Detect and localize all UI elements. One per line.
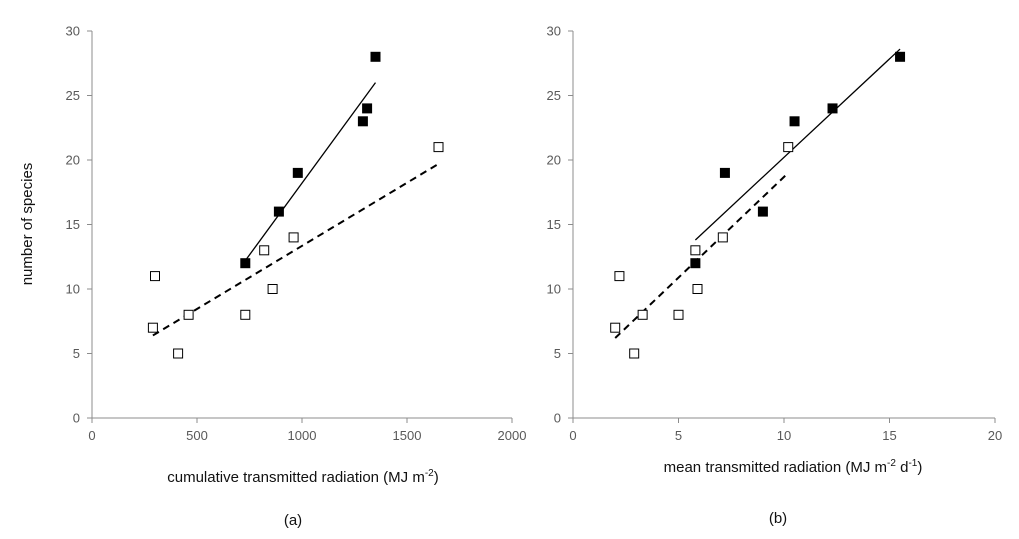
y-tick-label: 10: [66, 282, 80, 297]
open-square-point: [147, 322, 158, 333]
y-tick-label: 15: [547, 217, 561, 232]
open-square-point: [288, 232, 299, 243]
open-square-point: [614, 271, 625, 282]
y-tick-label: 30: [66, 24, 80, 39]
filled-square-point: [690, 258, 701, 269]
y-tick-label: 0: [554, 411, 561, 426]
open-square-point: [629, 348, 640, 359]
filled-square-point: [240, 258, 251, 269]
x-tick-label: 0: [569, 428, 576, 443]
x-tick-label: 2000: [498, 428, 527, 443]
open-square-point: [783, 142, 794, 153]
y-tick-label: 20: [66, 153, 80, 168]
dashed-trend-line: [152, 163, 440, 337]
x-axis-title-suffix: ): [434, 469, 439, 486]
x-axis-title-text: mean transmitted radiation (MJ m: [664, 459, 887, 476]
filled-square-point: [273, 206, 284, 217]
x-tick-label: 1000: [288, 428, 317, 443]
y-tick-label: 0: [73, 411, 80, 426]
y-tick-label: 10: [547, 282, 561, 297]
open-square-point: [267, 284, 278, 294]
open-square-point: [717, 232, 728, 243]
y-tick-label: 25: [66, 88, 80, 103]
open-square-point: [173, 348, 184, 359]
solid-trend-line: [694, 48, 901, 241]
open-square-point: [673, 309, 684, 320]
filled-square-point: [719, 167, 730, 178]
x-tick-label: 1500: [393, 428, 422, 443]
filled-square-point: [895, 51, 906, 62]
x-axis-title-superscript: -2: [887, 458, 896, 469]
x-tick-label: 15: [882, 428, 896, 443]
open-square-point: [240, 309, 251, 320]
x-axis-title-superscript: -2: [425, 468, 434, 479]
filled-square-point: [757, 206, 768, 217]
x-axis-title-text: cumulative transmitted radiation (MJ m: [167, 469, 425, 486]
chart-panel-b: 0 5 10 15 20 0 5 10 15 20 25 30 mean transmitted ra…: [547, 24, 1003, 528]
x-tick-label: 20: [988, 428, 1002, 443]
x-axis-title-superscript-2: -1: [908, 458, 917, 469]
x-axis-title-suffix: ): [917, 459, 922, 476]
y-tick-label: 5: [554, 346, 561, 361]
x-axis-title: mean transmitted radiation (MJ m-2 d-1): [664, 458, 923, 476]
filled-square-point: [292, 167, 303, 178]
panel-label-a: (a): [284, 512, 302, 529]
panel-label-b: (b): [769, 510, 787, 527]
solid-trend-line: [244, 82, 377, 262]
open-square-point: [692, 284, 703, 294]
x-tick-label: 500: [186, 428, 208, 443]
filled-square-point: [362, 103, 373, 114]
filled-square-point: [789, 116, 800, 127]
x-axis-title-mid: d: [896, 459, 909, 476]
x-axis-title: cumulative transmitted radiation (MJ m-2…: [167, 468, 439, 486]
y-axis-title: number of species: [19, 163, 36, 286]
y-tick-label: 25: [547, 88, 561, 103]
filled-square-point: [357, 116, 368, 127]
open-square-point: [690, 245, 701, 256]
open-square-point: [433, 142, 444, 153]
y-tick-label: 20: [547, 153, 561, 168]
y-tick-label: 30: [547, 24, 561, 39]
filled-square-point: [827, 103, 838, 114]
y-tick-label: 15: [66, 217, 80, 232]
open-square-point: [610, 322, 621, 333]
x-tick-label: 5: [675, 428, 682, 443]
x-tick-label: 10: [777, 428, 791, 443]
open-square-point: [150, 271, 160, 282]
chart-panel-a: 0 500 1000 1500 2000 0 5 10 15 20 25 30 number of s…: [19, 24, 526, 530]
filled-square-point: [370, 51, 381, 62]
open-square-point: [259, 245, 270, 256]
x-tick-label: 0: [88, 428, 95, 443]
open-square-point: [637, 309, 648, 320]
y-tick-label: 5: [73, 346, 80, 361]
open-square-point: [183, 309, 194, 320]
